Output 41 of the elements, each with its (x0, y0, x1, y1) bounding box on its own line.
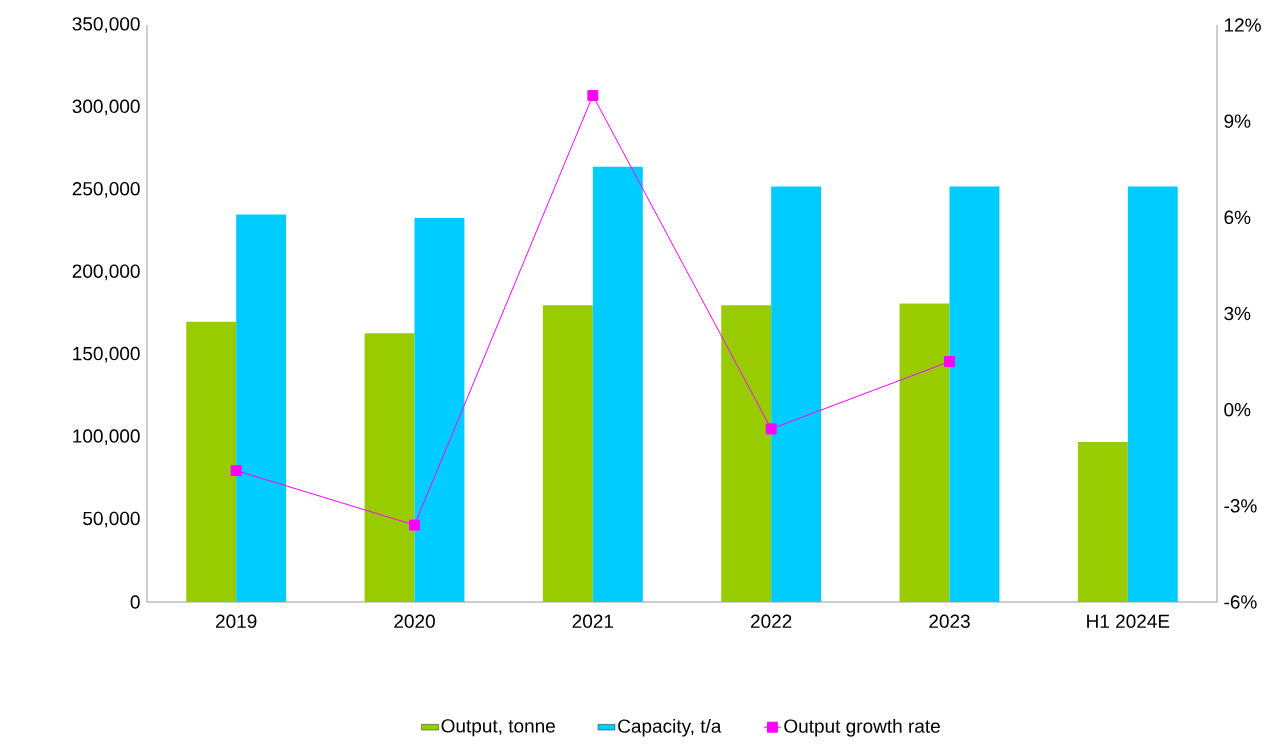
bar (771, 186, 822, 602)
bar (364, 333, 415, 602)
y2-tick-label: 9% (1224, 114, 1251, 128)
bar (186, 321, 237, 602)
y2-tick-label: -6% (1224, 595, 1257, 609)
bar (899, 303, 950, 602)
bar (949, 186, 1000, 602)
y-tick-label: 300,000 (72, 99, 140, 116)
point (944, 356, 955, 368)
point (587, 90, 599, 101)
bar (1077, 442, 1128, 602)
y2-tick-label: 6% (1224, 210, 1251, 225)
y-tick-label: 200,000 (72, 264, 140, 281)
y-tick-label: 250,000 (72, 182, 140, 198)
point (765, 423, 777, 435)
bar (236, 214, 287, 602)
x-tick-label: 2019 (215, 614, 257, 628)
point (230, 465, 242, 477)
bar (414, 217, 465, 602)
legend-label: Output, tonne (441, 719, 555, 737)
point (409, 519, 420, 531)
bar (592, 166, 643, 602)
y2-tick-label: 0% (1224, 402, 1251, 417)
y-tick-label: 0 (130, 595, 140, 609)
x-tick-label: H1 2024E (1087, 614, 1170, 628)
y2-tick-label: 3% (1224, 306, 1251, 321)
x-tick-label: 2020 (394, 614, 435, 628)
y-tick-label: 100,000 (73, 429, 140, 445)
y-tick-label: 150,000 (73, 346, 140, 363)
y2-tick-label: 12% (1224, 18, 1261, 32)
y2-tick-label: -3% (1224, 499, 1257, 513)
bar (542, 305, 593, 602)
y-tick-label: 350,000 (72, 17, 140, 33)
x-tick-label: 2023 (929, 614, 970, 628)
x-tick-label: 2022 (750, 614, 792, 628)
bar (1127, 186, 1178, 602)
x-tick-label: 2021 (572, 614, 614, 628)
bar (721, 305, 772, 602)
y-tick-label: 50,000 (83, 511, 140, 528)
legend-label: Output growth rate (784, 718, 940, 737)
legend-label: Capacity, t/a (618, 718, 722, 737)
